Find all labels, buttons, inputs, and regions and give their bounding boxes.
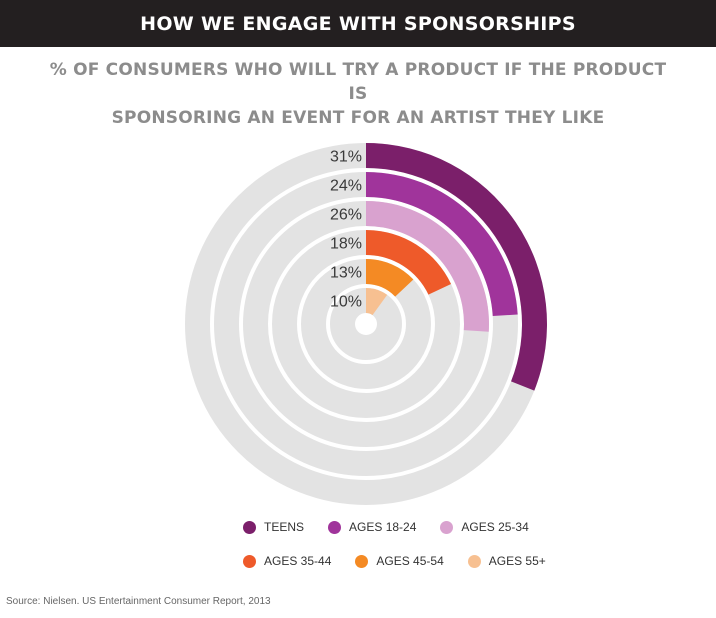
legend-swatch <box>328 520 342 534</box>
legend-label: TEENS <box>264 520 305 534</box>
legend-label: AGES 35-44 <box>264 554 332 568</box>
ring-bar-ages-25-34 <box>366 201 490 332</box>
ring-bar-ages-18-24 <box>366 172 518 317</box>
legend-swatch <box>355 554 369 568</box>
legend-label: AGES 55+ <box>488 554 546 568</box>
ring-value-label: 18% <box>330 236 362 253</box>
legend-swatch <box>467 554 481 568</box>
chart-subtitle: % OF CONSUMERS WHO WILL TRY A PRODUCT IF… <box>40 58 676 130</box>
ring-bar-ages-45-54 <box>366 259 414 297</box>
legend-label: AGES 45-54 <box>376 554 444 568</box>
legend-item: AGES 35-44 <box>243 554 331 568</box>
legend-label: AGES 25-34 <box>461 520 529 534</box>
ring-bar-teens <box>366 143 548 391</box>
ring-value-label: 24% <box>330 178 362 195</box>
subtitle-line-2: SPONSORING AN EVENT FOR AN ARTIST THEY L… <box>111 108 605 128</box>
ring-bar-ages-55- <box>366 288 388 316</box>
legend-item: AGES 25-34 <box>440 520 529 534</box>
subtitle-line-1: % OF CONSUMERS WHO WILL TRY A PRODUCT IF… <box>49 60 667 104</box>
legend-row-1: TEENS AGES 18-24 AGES 25-34 <box>243 520 553 534</box>
source-note: Source: Nielsen. US Entertainment Consum… <box>6 596 271 607</box>
legend-item: AGES 55+ <box>467 554 546 568</box>
legend-swatch <box>440 520 454 534</box>
ring-value-label: 10% <box>330 294 362 311</box>
header-title: HOW WE ENGAGE WITH SPONSORSHIPS <box>140 12 576 35</box>
ring-value-label: 26% <box>330 207 362 224</box>
legend-item: TEENS <box>243 520 304 534</box>
legend-row-2: AGES 35-44 AGES 45-54 AGES 55+ <box>243 554 570 568</box>
legend-label: AGES 18-24 <box>349 520 417 534</box>
ring-value-label: 31% <box>330 149 362 166</box>
ring-value-label: 13% <box>330 265 362 282</box>
header-banner: HOW WE ENGAGE WITH SPONSORSHIPS <box>0 0 716 47</box>
legend-swatch <box>243 520 256 534</box>
radial-bar-chart: 31% 24% 26% 18% 13% 10% <box>185 143 548 505</box>
legend-swatch <box>243 554 256 568</box>
legend-item: AGES 45-54 <box>355 554 444 568</box>
ring-bar-ages-35-44 <box>366 230 452 295</box>
legend-item: AGES 18-24 <box>328 520 416 534</box>
